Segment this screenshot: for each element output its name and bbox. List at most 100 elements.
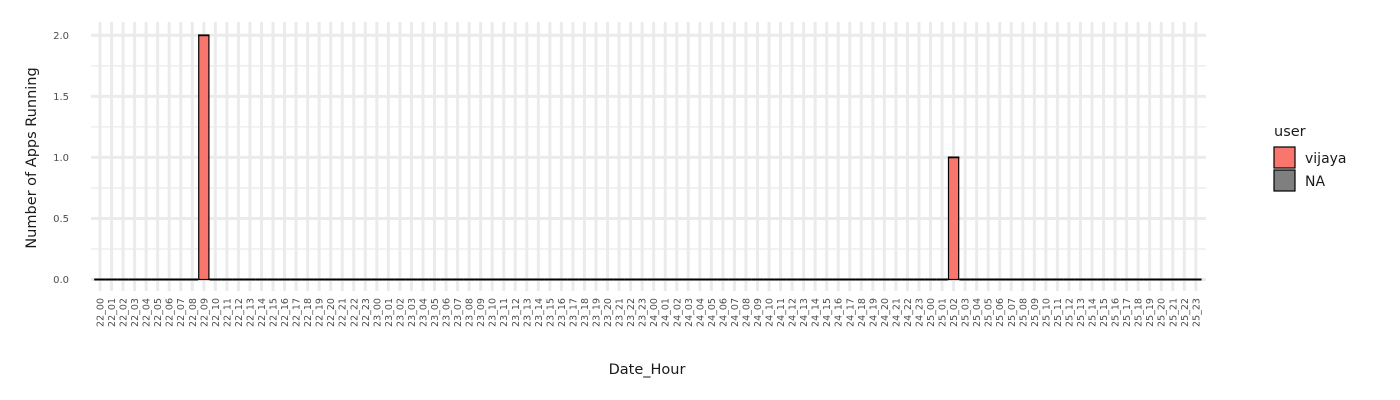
x-tick-label: 25_12 (1064, 298, 1075, 327)
bar-na-25_03 (959, 278, 971, 281)
bar-na-22_20 (325, 278, 337, 281)
bar-na-23_23 (636, 278, 648, 281)
x-tick-label: 24_20 (880, 298, 891, 327)
bar-na-22_23 (359, 278, 372, 281)
x-tick-label: 25_03 (961, 298, 972, 327)
x-tick-label: 22_09 (199, 298, 210, 327)
x-tick-label: 24_00 (649, 298, 660, 327)
x-tick-label: 22_22 (349, 298, 360, 327)
x-tick-label: 22_14 (257, 298, 268, 327)
bar-na-22_06 (163, 278, 175, 281)
bar-na-24_15 (821, 278, 833, 281)
bars (94, 34, 1202, 281)
bar-na-22_14 (255, 278, 268, 281)
x-tick-label: 22_21 (338, 298, 349, 327)
bar-na-25_16 (1109, 278, 1121, 281)
bar-na-23_13 (521, 278, 533, 281)
bar-na-25_07 (1005, 278, 1017, 281)
x-tick-label: 24_21 (891, 298, 902, 327)
bar-na-23_03 (405, 278, 418, 281)
bar-na-24_05 (705, 278, 718, 281)
x-tick-label: 24_05 (707, 298, 718, 327)
bar-na-23_05 (428, 278, 441, 281)
x-tick-label: 23_12 (511, 298, 522, 327)
x-tick-label: 22_16 (280, 298, 291, 327)
bar-na-22_13 (244, 278, 256, 281)
bar-na-25_21 (1167, 278, 1179, 281)
x-tick-label: 22_20 (326, 298, 337, 327)
bar-na-23_00 (371, 278, 383, 281)
bar-na-24_08 (740, 278, 752, 281)
bar-na-25_18 (1132, 278, 1144, 281)
bar-na-23_04 (417, 278, 429, 281)
x-tick-label: 25_06 (995, 298, 1006, 327)
x-tick-label: 22_07 (176, 298, 187, 327)
bar-na-23_17 (567, 278, 579, 281)
x-tick-label: 23_21 (615, 298, 626, 327)
bar-na-22_09 (198, 34, 210, 37)
x-tick-label: 25_19 (1145, 298, 1156, 327)
x-tick-label: 22_19 (315, 298, 326, 327)
x-tick-label: 25_11 (1053, 298, 1064, 327)
bar-na-25_19 (1143, 278, 1156, 281)
bar-na-23_22 (624, 278, 637, 281)
x-tick-label: 23_00 (372, 298, 383, 327)
bar-na-25_20 (1155, 278, 1167, 281)
x-tick-label: 22_17 (292, 298, 303, 327)
bar-na-22_22 (348, 278, 360, 281)
x-tick-label: 22_08 (188, 298, 199, 327)
x-tick-label: 24_11 (776, 298, 787, 327)
bar-na-22_01 (105, 278, 118, 281)
x-tick-label: 23_20 (603, 298, 614, 327)
legend: user vijaya NA (1273, 124, 1347, 192)
x-tick-label: 24_09 (753, 298, 764, 327)
x-tick-label: 24_19 (868, 298, 879, 327)
x-tick-label: 23_11 (499, 298, 510, 327)
bar-na-24_04 (694, 278, 706, 281)
bar-na-22_10 (209, 278, 222, 281)
x-tick-label: 22_06 (165, 298, 176, 327)
x-tick-label: 22_23 (361, 298, 372, 327)
bar-na-25_22 (1178, 278, 1190, 281)
x-tick-label: 25_02 (949, 298, 960, 327)
x-tick-label: 24_12 (788, 298, 799, 327)
y-axis-title: Number of Apps Running (24, 67, 40, 248)
x-tick-label: 25_20 (1157, 298, 1168, 327)
x-tick-label: 24_03 (684, 298, 695, 327)
bar-na-24_12 (786, 278, 798, 281)
bar-na-23_19 (590, 278, 602, 281)
x-tick-label: 24_23 (914, 298, 925, 327)
bar-na-22_05 (151, 278, 164, 281)
bar-na-24_14 (809, 278, 821, 281)
bar-na-25_11 (1051, 278, 1064, 281)
x-tick-label: 22_03 (130, 298, 141, 327)
bar-na-24_16 (832, 278, 844, 281)
bar-na-22_18 (301, 278, 314, 281)
bar-na-25_13 (1074, 278, 1087, 281)
bar-na-24_07 (728, 278, 741, 281)
bar-na-24_18 (855, 278, 868, 281)
x-tick-label: 23_04 (418, 298, 429, 327)
bar-na-22_19 (313, 278, 325, 281)
x-tick-label: 22_05 (153, 298, 164, 327)
x-tick-label: 24_18 (857, 298, 868, 327)
bar-na-23_18 (578, 278, 591, 281)
bar-na-25_23 (1190, 278, 1202, 281)
x-tick-label: 25_16 (1111, 298, 1122, 327)
bar-na-24_09 (751, 278, 764, 281)
x-tick-label: 24_06 (718, 298, 729, 327)
y-tick-label: 2.0 (53, 31, 69, 42)
x-tick-label: 24_22 (903, 298, 914, 327)
x-axis-tick-labels: 22_00 22_01 22_02 22_03 22_04 22_05 22_06 22_07… (96, 298, 1203, 327)
bar-na-23_15 (544, 278, 556, 281)
x-tick-label: 25_09 (1030, 298, 1041, 327)
x-tick-label: 23_16 (557, 298, 568, 327)
x-tick-label: 22_12 (234, 298, 245, 327)
y-tick-label: 1.5 (53, 92, 69, 103)
bar-na-22_07 (175, 278, 187, 281)
bar-na-24_02 (671, 278, 683, 281)
x-tick-label: 24_08 (741, 298, 752, 327)
x-tick-label: 22_13 (245, 298, 256, 327)
x-tick-label: 23_19 (592, 298, 603, 327)
